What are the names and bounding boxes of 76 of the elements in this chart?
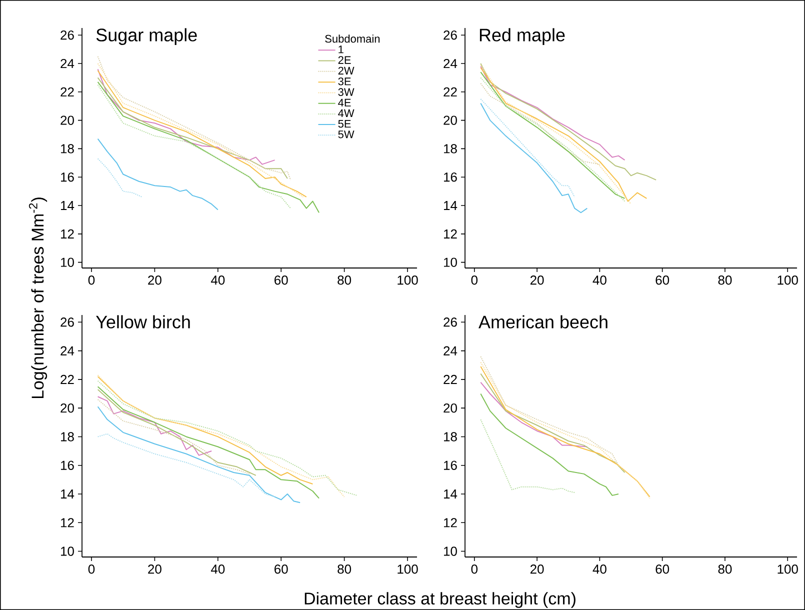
- y-tick-label: 16: [60, 460, 74, 470]
- y-tick-label: 14: [60, 490, 74, 498]
- y-tick-label: 22: [60, 374, 74, 384]
- x-tick-label: 20: [148, 276, 162, 285]
- legend-label: 3W: [338, 88, 354, 96]
- y-tick-label: 14: [60, 201, 74, 210]
- x-tick-label: 40: [592, 564, 606, 574]
- chart-title: Red maple: [480, 28, 565, 45]
- x-tick-label: 0: [471, 276, 478, 285]
- legend-label: 5W: [338, 130, 354, 138]
- y-tick-label: 24: [60, 58, 74, 68]
- legend-label: 1: [338, 46, 344, 54]
- x-tick-label: 80: [718, 276, 732, 285]
- x-tick-label: 80: [338, 564, 352, 574]
- y-tick-label: 10: [444, 546, 457, 556]
- x-tick-label: 60: [274, 564, 288, 574]
- y-tick-label: 22: [444, 87, 457, 96]
- y-axis-title: Log(number of trees Mm$^{-2}$): [28, 198, 48, 398]
- x-tick-label: 100: [778, 564, 798, 574]
- y-tick-label: 18: [60, 144, 74, 154]
- y-tick-label: 16: [444, 460, 457, 470]
- legend-label: 5E: [338, 120, 351, 128]
- chart-title: Yellow birch: [96, 315, 190, 328]
- chart-title: American beech: [478, 315, 608, 328]
- legend-label: 2E: [338, 56, 351, 64]
- x-tick-label: 60: [274, 276, 288, 285]
- x-tick-label: 100: [398, 276, 418, 285]
- y-tick-label: 14: [444, 201, 458, 210]
- y-tick-label: 20: [444, 116, 457, 125]
- y-tick-label: 14: [444, 490, 458, 498]
- y-tick-label: 20: [60, 403, 74, 413]
- y-tick-label: 22: [444, 374, 457, 384]
- y-tick-label: 26: [60, 30, 74, 40]
- x-tick-label: 0: [471, 564, 478, 574]
- y-tick-label: 10: [60, 258, 74, 267]
- legend-label: 3E: [338, 78, 351, 86]
- y-tick-label: 18: [444, 432, 457, 442]
- legend-title: Subdomain: [325, 34, 380, 43]
- y-tick-label: 12: [60, 229, 74, 238]
- y-tick-label: 26: [60, 318, 74, 327]
- x-tick-label: 20: [530, 564, 544, 574]
- x-tick-label: 40: [210, 276, 225, 285]
- x-tick-label: 20: [148, 564, 162, 574]
- y-tick-label: 20: [60, 116, 74, 125]
- y-tick-label: 22: [60, 87, 74, 96]
- x-tick-label: 80: [338, 276, 352, 285]
- y-tick-label: 18: [60, 432, 74, 442]
- y-tick-label: 16: [60, 172, 74, 182]
- y-tick-label: 16: [444, 172, 457, 182]
- y-tick-label: 12: [60, 518, 74, 528]
- x-tick-label: 100: [398, 564, 418, 574]
- x-tick-label: 100: [778, 276, 798, 285]
- x-tick-label: 80: [718, 564, 732, 574]
- y-tick-label: 12: [444, 518, 457, 528]
- x-tick-label: 60: [656, 564, 670, 574]
- x-tick-label: 0: [88, 276, 95, 285]
- chart-title: Sugar maple: [96, 28, 197, 45]
- y-tick-label: 24: [60, 346, 74, 356]
- x-tick-label: 40: [592, 276, 606, 285]
- y-tick-label: 24: [444, 346, 458, 356]
- y-tick-label: 10: [60, 546, 74, 556]
- x-axis-title: Diameter class at breast height (cm): [304, 592, 576, 608]
- legend-label: 4W: [338, 109, 354, 117]
- y-tick-label: 26: [444, 318, 457, 327]
- y-tick-label: 10: [444, 258, 457, 267]
- legend-label: 2W: [338, 66, 354, 74]
- x-tick-label: 20: [530, 276, 544, 285]
- y-tick-label: 24: [444, 58, 458, 68]
- legend-label: 4E: [338, 98, 351, 106]
- x-tick-label: 60: [656, 276, 670, 285]
- y-tick-label: 18: [444, 144, 457, 154]
- x-tick-label: 0: [88, 564, 95, 574]
- y-tick-label: 20: [444, 403, 457, 413]
- x-tick-label: 40: [210, 564, 225, 574]
- y-tick-label: 12: [444, 229, 457, 238]
- y-tick-label: 26: [444, 30, 457, 40]
